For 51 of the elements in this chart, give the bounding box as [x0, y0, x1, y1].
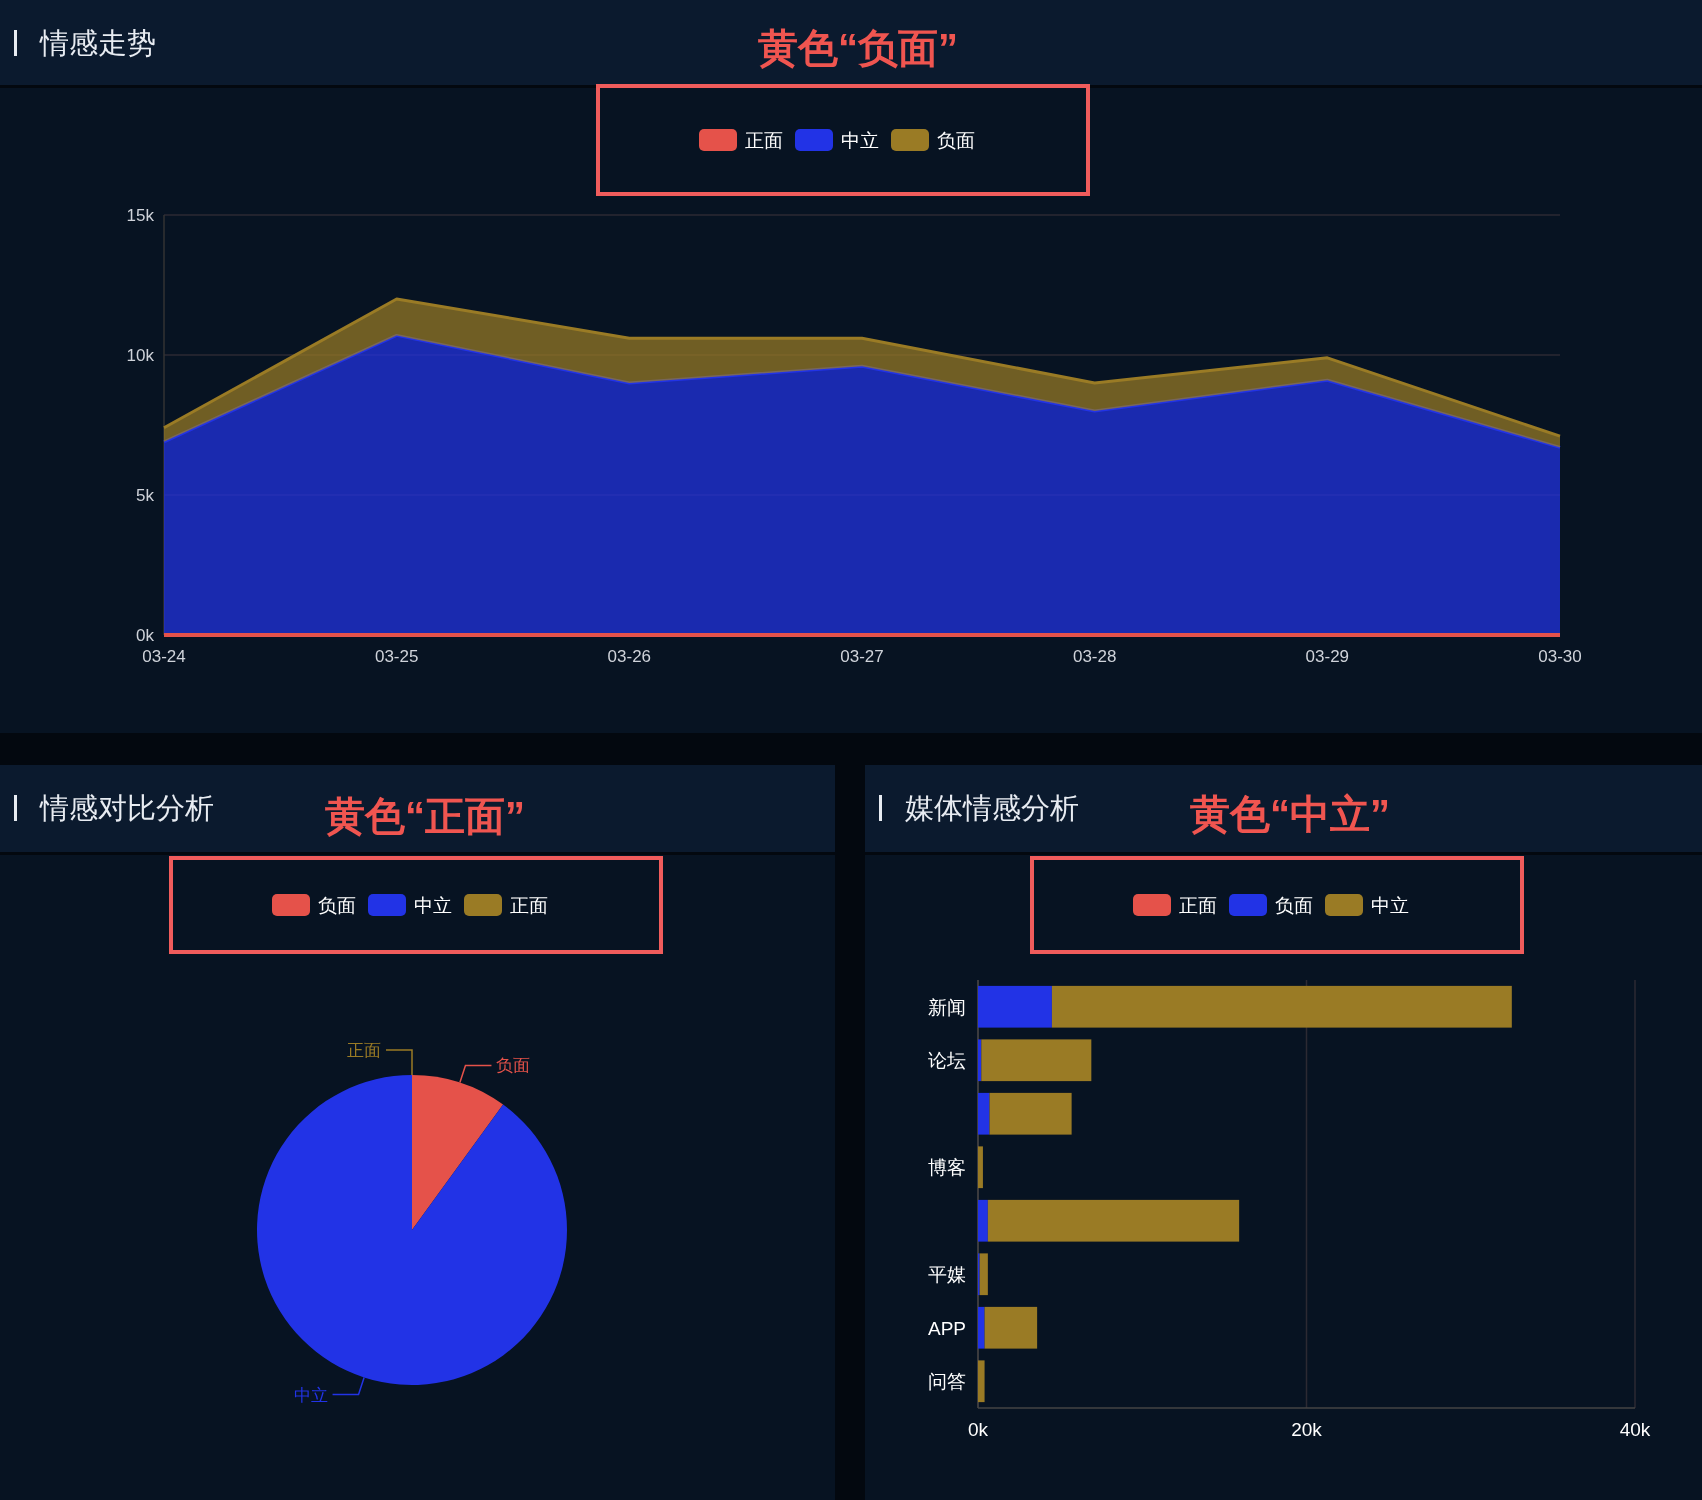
category-label: 正面 [347, 1041, 381, 1060]
bar [978, 1092, 990, 1135]
text: 黄色“中立” [1190, 792, 1390, 836]
y-tick-label: 15k [126, 206, 155, 225]
y-tick-label: 0k [136, 626, 155, 645]
text: 黄色“负面” [758, 26, 958, 70]
bar [1051, 985, 1512, 1028]
text: 黄色“正面” [325, 794, 525, 838]
y-tick-label: APP [927, 1317, 966, 1339]
y-tick-label: 新闻 [928, 996, 966, 1018]
legend-label: 中立 [1371, 895, 1409, 916]
x-tick-label: 03-25 [374, 647, 419, 666]
bar [978, 1199, 988, 1242]
x-tick-label: 03-24 [142, 647, 186, 666]
slice-label: 负面 [496, 1056, 531, 1076]
legend-label: 负面 [937, 130, 975, 151]
y-tick-label: 问答 [928, 1371, 966, 1393]
x-tick-label: 03-26 [607, 647, 652, 666]
legend-label: 正面 [510, 895, 548, 916]
legend-label: 负面 [1275, 895, 1313, 916]
bar [978, 985, 1052, 1028]
bar [984, 1306, 1038, 1349]
x-tick-label: 40k [1619, 1419, 1651, 1440]
bar [978, 1039, 982, 1082]
legend-label: 正面 [1179, 895, 1217, 916]
y-tick-label: 博客 [928, 1157, 966, 1179]
x-tick-label: 03-30 [1538, 647, 1582, 666]
slice-label: 中立 [293, 1385, 328, 1405]
y-tick-label: 10k [126, 346, 155, 365]
chart-title: 情感走势 [39, 27, 156, 59]
bar [979, 1253, 988, 1296]
x-tick-label: 20k [1291, 1419, 1323, 1440]
x-tick-label: 0k [967, 1419, 989, 1440]
chart-title: 情感对比分析 [39, 792, 214, 824]
x-tick-label: 03-29 [1305, 647, 1350, 666]
x-tick-label: 03-28 [1072, 647, 1117, 666]
y-tick-label: 平媒 [928, 1264, 966, 1286]
x-tick-label: 03-27 [840, 647, 884, 666]
legend-label: 正面 [745, 130, 783, 151]
legend-label: 负面 [318, 895, 356, 916]
y-tick-label: 5k [136, 486, 155, 505]
bar [978, 1360, 985, 1403]
bar [978, 1146, 983, 1189]
bar [978, 1306, 985, 1349]
legend-label: 中立 [841, 130, 879, 151]
bar [981, 1039, 1092, 1082]
bar [987, 1199, 1240, 1242]
bar [989, 1092, 1072, 1135]
y-tick-label: 论坛 [928, 1050, 966, 1072]
legend-label: 中立 [414, 895, 452, 916]
chart-title: 媒体情感分析 [905, 792, 1079, 824]
